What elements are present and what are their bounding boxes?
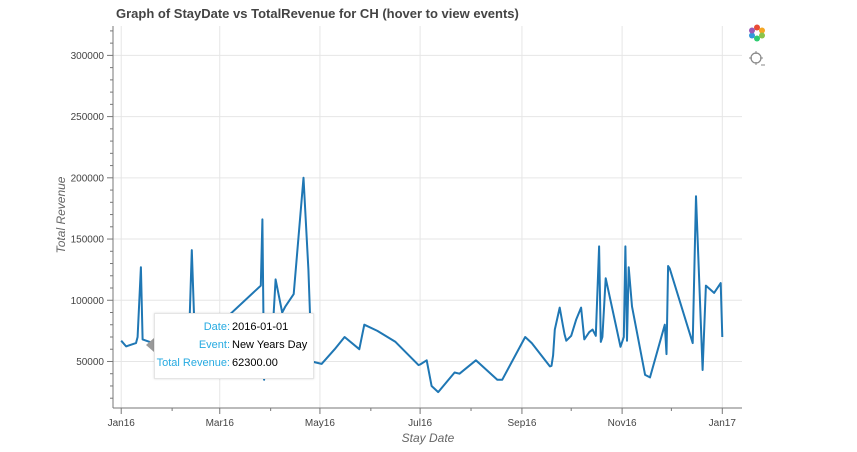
x-tick-label: Nov16: [608, 418, 637, 429]
y-tick-label: 150000: [71, 235, 105, 246]
hover-tool-icon[interactable]: [748, 50, 766, 68]
data-point[interactable]: [568, 333, 574, 339]
data-point[interactable]: [118, 338, 124, 344]
data-point[interactable]: [332, 346, 338, 352]
tooltip-date-key: Date:: [203, 321, 230, 333]
y-axis-label: Total Revenue: [54, 176, 68, 253]
tooltip-event-value: New Years Day: [232, 339, 308, 351]
data-point[interactable]: [596, 243, 602, 249]
data-point[interactable]: [123, 343, 129, 349]
data-point[interactable]: [417, 362, 423, 368]
x-axis-label: Stay Date: [402, 431, 455, 445]
tooltip-row-event: Event: New Years Day: [155, 339, 313, 355]
data-point[interactable]: [700, 367, 706, 373]
data-point[interactable]: [552, 327, 558, 333]
data-point[interactable]: [138, 264, 144, 270]
data-point[interactable]: [690, 340, 696, 346]
x-tick-label: May16: [305, 418, 335, 429]
data-point[interactable]: [593, 333, 599, 339]
data-point[interactable]: [629, 303, 635, 309]
tooltip-revenue-key: Total Revenue:: [156, 357, 230, 369]
data-point[interactable]: [550, 352, 556, 358]
y-tick-label: 250000: [71, 112, 105, 123]
data-point[interactable]: [613, 321, 619, 327]
y-tick-label: 100000: [71, 296, 105, 307]
data-point[interactable]: [622, 243, 628, 249]
data-point[interactable]: [599, 334, 605, 340]
data-point[interactable]: [573, 317, 579, 323]
data-point[interactable]: [719, 334, 725, 340]
data-point[interactable]: [361, 322, 367, 328]
data-point[interactable]: [557, 305, 563, 311]
y-ticks: 50000 100000 150000 200000 250000 300000: [71, 30, 113, 399]
data-point[interactable]: [374, 328, 380, 334]
data-point[interactable]: [667, 265, 673, 271]
data-point[interactable]: [342, 334, 348, 340]
data-point[interactable]: [435, 389, 441, 395]
data-point[interactable]: [703, 283, 709, 289]
data-point[interactable]: [273, 276, 279, 282]
data-point[interactable]: [473, 357, 479, 363]
x-tick-label: Sep16: [507, 418, 536, 429]
data-point[interactable]: [563, 338, 569, 344]
x-ticks: Jan16 Mar16 May16 Jul16 Sep16 Nov16 Jan17: [108, 408, 737, 429]
y-tick-label: 300000: [71, 51, 105, 62]
data-point[interactable]: [258, 283, 264, 289]
axes: [112, 26, 742, 409]
chart-title: Graph of StayDate vs TotalRevenue for CH…: [116, 6, 519, 21]
tooltip-row-revenue: Total Revenue: 62300.00: [155, 357, 313, 373]
data-point[interactable]: [499, 377, 505, 383]
data-point[interactable]: [562, 332, 568, 338]
data-point[interactable]: [522, 334, 528, 340]
data-point[interactable]: [578, 305, 584, 311]
x-tick-label: Jan17: [709, 418, 737, 429]
data-point[interactable]: [647, 374, 653, 380]
data-point[interactable]: [581, 336, 587, 342]
data-point[interactable]: [301, 175, 307, 181]
tooltip-revenue-value: 62300.00: [232, 357, 278, 369]
data-point[interactable]: [259, 216, 265, 222]
x-tick-label: Jan16: [108, 418, 136, 429]
data-point[interactable]: [457, 371, 463, 377]
data-point[interactable]: [189, 247, 195, 253]
data-point[interactable]: [624, 338, 630, 344]
data-point[interactable]: [603, 275, 609, 281]
data-point[interactable]: [560, 323, 566, 329]
data-point[interactable]: [549, 363, 555, 369]
data-point[interactable]: [718, 280, 724, 286]
data-point[interactable]: [356, 346, 362, 352]
data-point[interactable]: [424, 357, 430, 363]
data-point[interactable]: [626, 264, 632, 270]
data-point[interactable]: [133, 340, 139, 346]
data-point[interactable]: [282, 303, 288, 309]
hover-tooltip: Date: 2016-01-01 Event: New Years Day To…: [154, 313, 314, 379]
data-point[interactable]: [529, 340, 535, 346]
data-point[interactable]: [618, 344, 624, 350]
data-point[interactable]: [664, 351, 670, 357]
x-tick-label: Mar16: [206, 418, 235, 429]
data-point[interactable]: [291, 291, 297, 297]
bokeh-logo-icon[interactable]: [748, 24, 766, 42]
tooltip-row-date: Date: 2016-01-01: [155, 321, 313, 337]
data-point[interactable]: [305, 267, 311, 273]
grid: [113, 26, 742, 408]
data-point[interactable]: [393, 339, 399, 345]
data-point[interactable]: [140, 336, 146, 342]
data-point[interactable]: [319, 361, 325, 367]
y-tick-label: 50000: [76, 357, 104, 368]
data-point[interactable]: [693, 193, 699, 199]
data-point[interactable]: [590, 327, 596, 333]
x-tick-label: Jul16: [408, 418, 432, 429]
tooltip-arrow: [146, 338, 154, 352]
data-point[interactable]: [662, 322, 668, 328]
data-point[interactable]: [711, 290, 717, 296]
y-tick-label: 200000: [71, 173, 105, 184]
tooltip-date-value: 2016-01-01: [232, 321, 289, 333]
tooltip-event-key: Event:: [198, 339, 230, 351]
data-point[interactable]: [429, 383, 435, 389]
